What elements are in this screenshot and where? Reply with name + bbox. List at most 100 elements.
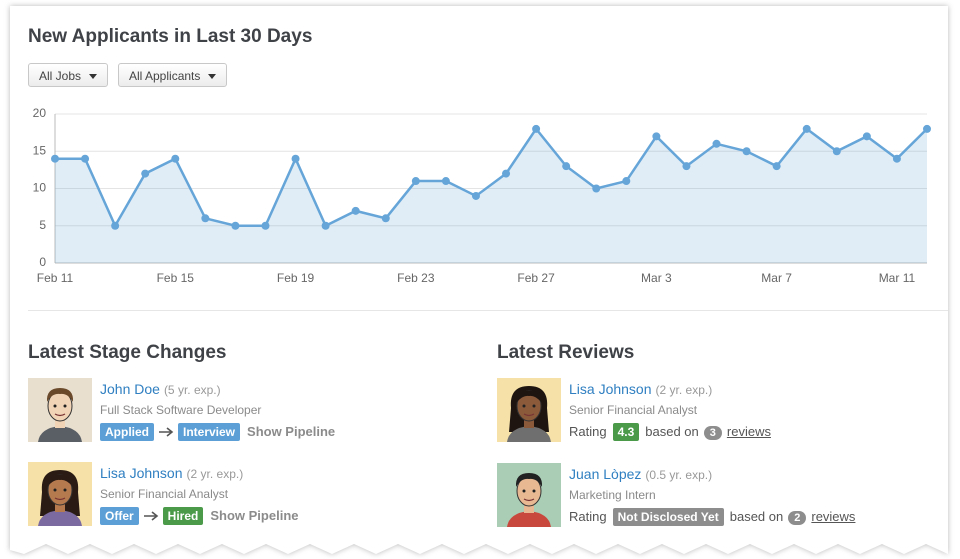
name-line: Lisa Johnson (2 yr. exp.) — [569, 381, 712, 399]
pipeline-link[interactable]: Show Pipeline — [210, 508, 299, 523]
shirt — [507, 426, 551, 442]
point — [802, 124, 811, 133]
based-on: based on — [645, 424, 699, 439]
point — [712, 139, 721, 148]
chart-title: New Applicants in Last 30 Days — [28, 26, 313, 47]
point — [111, 221, 120, 230]
point — [171, 154, 180, 163]
neck — [55, 418, 65, 428]
filter-button[interactable]: All Applicants — [118, 63, 228, 87]
x-tick-label: Mar 11 — [879, 271, 916, 285]
eye — [63, 488, 67, 492]
point — [141, 169, 150, 178]
point — [862, 132, 871, 141]
point — [682, 162, 691, 171]
x-tick-label: Mar 3 — [641, 271, 672, 285]
section-title: Latest Stage Changes — [28, 342, 227, 363]
avatar — [497, 463, 561, 527]
reviews-link[interactable]: reviews — [726, 424, 771, 439]
caret — [208, 74, 217, 80]
line — [55, 126, 928, 229]
point — [923, 124, 931, 133]
experience: (2 yr. exp.) — [186, 467, 244, 481]
candidate-name[interactable]: Lisa Johnson — [100, 465, 183, 481]
x-tick-label: Feb 19 — [277, 271, 315, 285]
rating-badge: Not Disclosed Yet — [612, 508, 724, 526]
card-shadow: New Applicants in Last 30 Days All Jobs … — [10, 6, 948, 554]
eye — [522, 489, 526, 493]
point — [51, 154, 59, 163]
point — [471, 191, 480, 200]
stage-badge: Interview — [178, 423, 241, 441]
point — [832, 147, 841, 156]
point — [892, 154, 901, 163]
mouth — [54, 497, 66, 501]
eye — [53, 404, 57, 408]
x-tick-label: Feb 15 — [157, 271, 195, 285]
filter-label: All Jobs — [39, 69, 82, 83]
filter-button[interactable]: All Jobs — [28, 63, 109, 87]
point — [81, 154, 90, 163]
avatar — [497, 378, 561, 442]
eye — [532, 404, 536, 408]
point — [231, 221, 240, 230]
candidate-role: Senior Financial Analyst — [569, 403, 698, 417]
point — [622, 177, 631, 186]
point — [562, 162, 571, 171]
point — [742, 147, 751, 156]
stage-badge: Applied — [100, 423, 154, 441]
candidate-role: Senior Financial Analyst — [100, 487, 229, 501]
pipeline-link[interactable]: Show Pipeline — [247, 424, 336, 439]
avatar — [28, 378, 92, 442]
review-count: 3 — [703, 426, 722, 440]
point — [772, 162, 781, 171]
caret — [89, 74, 98, 80]
point — [381, 214, 390, 223]
based-on: based on — [729, 509, 784, 524]
mouth — [54, 413, 66, 417]
point — [291, 154, 300, 163]
experience: (5 yr. exp.) — [163, 383, 221, 397]
candidate-name[interactable]: John Doe — [100, 381, 160, 397]
y-tick-label: 10 — [33, 181, 47, 195]
rating-label: Rating — [569, 424, 607, 439]
arrow — [143, 511, 158, 521]
dashboard-card: New Applicants in Last 30 Days All Jobs … — [10, 6, 948, 554]
neck — [524, 503, 534, 513]
name-line: Juan Lòpez (0.5 yr. exp.) — [569, 466, 712, 484]
point — [261, 221, 270, 230]
candidate-role: Marketing Intern — [569, 488, 656, 502]
point — [411, 177, 420, 186]
reviews-link[interactable]: reviews — [811, 509, 856, 524]
experience: (2 yr. exp.) — [655, 383, 713, 397]
chart: 0 5 10 15 20 Feb 11 Feb 15 Feb 19 Feb 23 Feb 27 Ma… — [33, 106, 931, 285]
eye — [63, 404, 67, 408]
point — [652, 132, 661, 141]
shirt — [507, 511, 551, 527]
shirt — [38, 426, 82, 442]
candidate-name[interactable]: Lisa Johnson — [569, 381, 652, 397]
arrow-path — [159, 427, 174, 437]
y-tick-label: 5 — [39, 218, 46, 232]
experience: (0.5 yr. exp.) — [645, 468, 713, 482]
eye — [522, 404, 526, 408]
avatar — [28, 462, 92, 526]
review-count: 2 — [788, 511, 807, 525]
candidate-role: Full Stack Software Developer — [100, 403, 262, 417]
stage-badge: Hired — [162, 507, 204, 525]
rating-row: Rating Not Disclosed Yet based on 2 reviews — [569, 508, 855, 526]
rating-label: Rating — [569, 509, 607, 524]
hair — [515, 473, 543, 487]
filter-label: All Applicants — [129, 69, 201, 83]
point — [321, 221, 330, 230]
arrow-path — [143, 511, 158, 521]
x-tick-label: Feb 23 — [397, 271, 435, 285]
y-tick-label: 15 — [33, 143, 47, 157]
point — [502, 169, 511, 178]
name-line: John Doe (5 yr. exp.) — [100, 381, 221, 399]
mouth — [523, 413, 535, 417]
rating-badge: 4.3 — [612, 423, 640, 441]
neck — [55, 502, 65, 512]
candidate-name[interactable]: Juan Lòpez — [569, 466, 642, 482]
bangs — [48, 474, 72, 486]
